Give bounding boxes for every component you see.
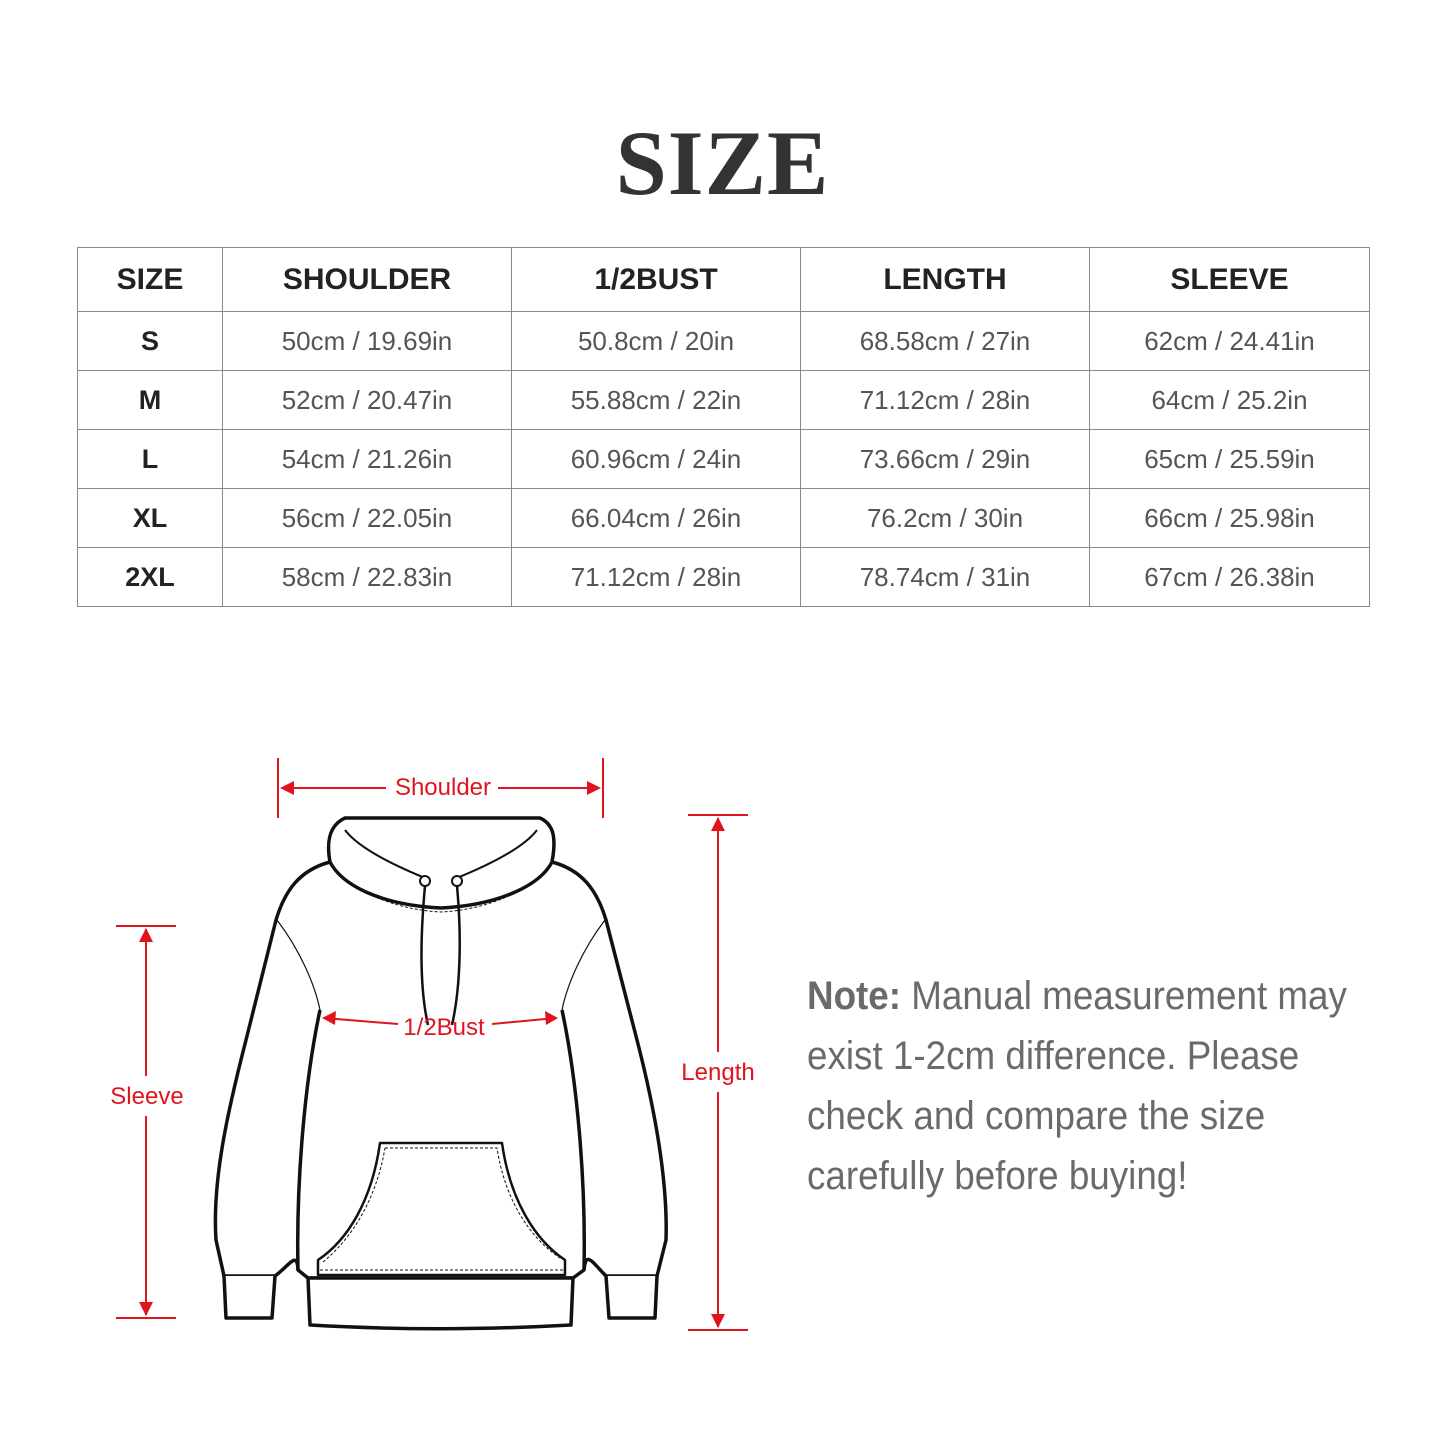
header-bust: 1/2BUST <box>511 247 801 312</box>
note: Note: Manual measurement may exist 1-2cm… <box>807 966 1368 1206</box>
table-row: L 54cm / 21.26in 60.96cm / 24in 73.66cm / 2… <box>77 429 1370 489</box>
length-label: Length <box>681 1059 754 1086</box>
shoulder-label: Shoulder <box>395 774 491 801</box>
measurement-cell: 54cm / 21.26in <box>222 429 512 489</box>
measurement-cell: 58cm / 22.83in <box>222 547 512 607</box>
measurement-cell: 71.12cm / 28in <box>800 370 1090 430</box>
note-text: Manual measurement may exist 1-2cm diffe… <box>807 974 1347 1198</box>
table-header-row: SIZE SHOULDER 1/2BUST LENGTH SLEEVE <box>77 247 1370 312</box>
measurement-cell: 78.74cm / 31in <box>800 547 1090 607</box>
table-row: M 52cm / 20.47in 55.88cm / 22in 71.12cm / 2… <box>77 370 1370 430</box>
measurement-cell: 56cm / 22.05in <box>222 488 512 548</box>
sleeve-label: Sleeve <box>110 1083 183 1110</box>
size-cell: S <box>77 311 223 371</box>
measurement-cell: 62cm / 24.41in <box>1089 311 1370 371</box>
page-title: SIZE <box>615 112 830 214</box>
measurement-cell: 66cm / 25.98in <box>1089 488 1370 548</box>
header-size: SIZE <box>77 247 223 312</box>
size-cell: M <box>77 370 223 430</box>
measurement-cell: 65cm / 25.59in <box>1089 429 1370 489</box>
size-cell: 2XL <box>77 547 223 607</box>
measurement-cell: 50.8cm / 20in <box>511 311 801 371</box>
size-table: SIZE SHOULDER 1/2BUST LENGTH SLEEVE S 50c… <box>77 247 1370 607</box>
measurement-cell: 52cm / 20.47in <box>222 370 512 430</box>
size-cell: L <box>77 429 223 489</box>
measurement-cell: 66.04cm / 26in <box>511 488 801 548</box>
header-sleeve: SLEEVE <box>1089 247 1370 312</box>
table-row: XL 56cm / 22.05in 66.04cm / 26in 76.2cm / 3… <box>77 488 1370 548</box>
table-row: S 50cm / 19.69in 50.8cm / 20in 68.58cm / 27… <box>77 311 1370 371</box>
measurement-cell: 50cm / 19.69in <box>222 311 512 371</box>
size-cell: XL <box>77 488 223 548</box>
bust-label: 1/2Bust <box>403 1014 485 1041</box>
measurement-guides <box>116 758 748 1331</box>
table-row: 2XL 58cm / 22.83in 71.12cm / 28in 78.74cm /… <box>77 547 1370 607</box>
measurement-cell: 67cm / 26.38in <box>1089 547 1370 607</box>
note-label: Note: <box>807 974 902 1018</box>
measurement-cell: 55.88cm / 22in <box>511 370 801 430</box>
measurement-cell: 60.96cm / 24in <box>511 429 801 489</box>
hoodie-illustration <box>213 816 668 1331</box>
header-length: LENGTH <box>800 247 1090 312</box>
measurement-cell: 64cm / 25.2in <box>1089 370 1370 430</box>
